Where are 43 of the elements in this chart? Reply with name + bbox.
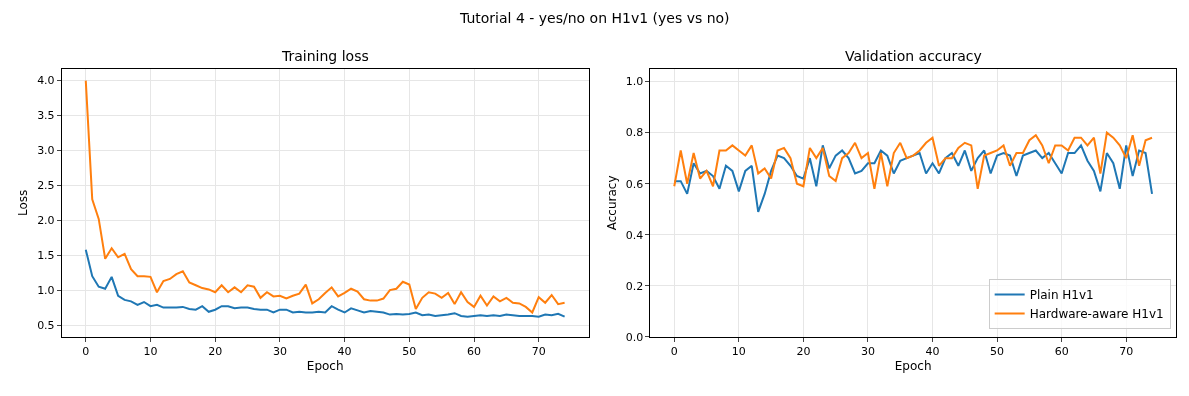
y-tick-label: 0.5 — [37, 318, 55, 332]
y-tick-label: 1.5 — [37, 249, 55, 263]
x-tick-label: 20 — [796, 345, 811, 359]
y-tick-label: 4.0 — [37, 74, 55, 88]
line-series — [84, 79, 566, 314]
y-tick-label: 0.2 — [625, 279, 644, 293]
x-tick-label: 10 — [143, 345, 158, 359]
line-series — [84, 248, 566, 318]
x-tick-label: 50 — [990, 345, 1005, 359]
x-tick-label: 20 — [208, 345, 223, 359]
chart-title: Training loss — [281, 48, 369, 64]
x-axis-title: Epoch — [894, 359, 932, 374]
y-tick-label: 2.0 — [37, 214, 55, 228]
x-tick-label: 10 — [731, 345, 746, 359]
x-tick-label: 40 — [925, 345, 940, 359]
y-axis-title: Accuracy — [604, 175, 619, 231]
line-series — [673, 144, 1154, 213]
x-tick-label: 30 — [272, 345, 287, 359]
legend-label: Hardware-aware H1v1 — [1029, 307, 1164, 322]
y-tick-label: 0.8 — [625, 126, 644, 140]
y-tick-label: 2.5 — [37, 179, 55, 193]
y-tick-label: 1.0 — [37, 283, 55, 297]
text: Tutorial 4 - yes/no on H1v1 (yes vs no) — [459, 10, 730, 26]
y-tick-label: 0.6 — [625, 177, 644, 191]
y-axis-title: Loss — [16, 189, 31, 217]
x-axis-title: Epoch — [306, 359, 344, 374]
x-tick-label: 0 — [82, 345, 90, 359]
x-tick-label: 60 — [467, 345, 482, 359]
line-series — [673, 131, 1154, 190]
y-tick-label: 0.4 — [625, 228, 644, 242]
x-tick-label: 60 — [1054, 345, 1069, 359]
y-tick-label: 0.0 — [625, 330, 644, 344]
x-tick-label: 70 — [1119, 345, 1134, 359]
y-tick-label: 1.0 — [625, 75, 644, 89]
y-tick-label: 3.5 — [37, 109, 55, 123]
chart-title: Validation accuracy — [845, 48, 982, 64]
x-tick-label: 30 — [860, 345, 875, 359]
x-tick-label: 0 — [670, 345, 678, 359]
y-tick-label: 3.0 — [37, 144, 55, 158]
x-tick-label: 50 — [402, 345, 417, 359]
x-tick-label: 40 — [337, 345, 352, 359]
legend-label: Plain H1v1 — [1029, 288, 1094, 303]
x-tick-label: 70 — [531, 345, 546, 359]
